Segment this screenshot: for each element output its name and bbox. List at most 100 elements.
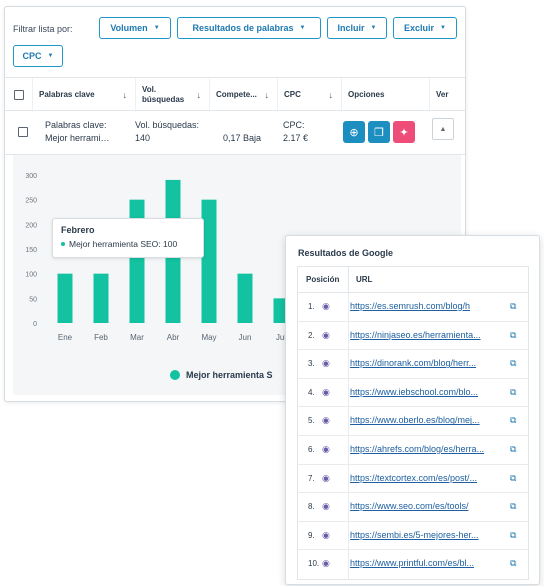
chevron-down-icon: ▼ <box>153 25 160 31</box>
col-competition[interactable]: Compete... ↓ <box>210 78 278 112</box>
select-all-checkbox[interactable] <box>13 90 24 100</box>
chevron-down-icon: ▼ <box>370 25 377 31</box>
col-volume[interactable]: Vol. búsquedas ↓ <box>136 78 210 112</box>
external-link-icon[interactable]: ⧉ <box>510 415 517 426</box>
legend-label: Mejor herramienta S <box>186 370 273 380</box>
external-link-icon[interactable]: ⧉ <box>510 301 517 311</box>
result-url-link[interactable]: https://textcortex.com/es/post/... <box>350 472 478 483</box>
copy-button[interactable]: ❐ <box>368 121 390 143</box>
external-link-icon[interactable]: ⧉ <box>510 386 517 397</box>
eye-icon[interactable]: ◉ <box>322 301 330 311</box>
eye-icon[interactable]: ◉ <box>322 529 330 540</box>
column-divider <box>348 267 349 293</box>
result-position: 9. <box>308 530 315 540</box>
y-tick-label: 50 <box>29 296 37 303</box>
eye-icon[interactable]: ◉ <box>322 443 330 454</box>
chart-bar[interactable] <box>273 298 289 323</box>
result-url-link[interactable]: https://dinorank.com/blog/herr... <box>350 358 477 369</box>
cpc-cell-label: CPC: <box>283 120 305 130</box>
cpc-cell-value: 2.17 € <box>283 133 309 143</box>
filter-resultados-label: Resultados de palabras <box>192 23 294 33</box>
eye-icon[interactable]: ◉ <box>322 558 330 569</box>
x-tick-label: Ene <box>58 333 73 342</box>
google-results-list: 1. ◉ https://es.semrush.com/blog/h ⧉ 2. ◉ http… <box>298 293 528 579</box>
google-results-table: Posición URL 1. ◉ https://es.semrush.com/b… <box>297 266 529 580</box>
eye-icon[interactable]: ◉ <box>322 329 330 340</box>
add-keyword-button[interactable]: ⊕ <box>343 121 365 143</box>
column-divider <box>348 350 349 378</box>
external-link-icon[interactable]: ⧉ <box>510 529 517 540</box>
filter-incluir-button[interactable]: Incluir ▼ <box>327 17 387 39</box>
filter-cpc-button[interactable]: CPC ▼ <box>13 45 63 67</box>
result-url-link[interactable]: https://www.printful.com/es/bl... <box>350 558 475 569</box>
col-cpc[interactable]: CPC ↓ <box>278 78 342 112</box>
eye-icon[interactable]: ◉ <box>322 501 330 512</box>
chart-bar[interactable] <box>237 273 253 323</box>
eye-icon[interactable]: ◉ <box>322 358 330 369</box>
chart-legend[interactable]: Mejor herramienta S <box>170 370 273 380</box>
result-position: 8. <box>308 502 315 512</box>
sort-arrow-icon: ↓ <box>264 90 270 100</box>
filter-cpc-label: CPC <box>22 51 42 61</box>
filter-excluir-button[interactable]: Excluir ▼ <box>393 17 457 39</box>
plus-circle-icon: ⊕ <box>349 126 359 139</box>
google-result-row: 10. ◉ https://www.printful.com/es/bl... ⧉ <box>298 550 528 579</box>
chart-bar[interactable] <box>93 273 109 323</box>
chart-bar[interactable] <box>201 199 217 323</box>
tooltip-text: Mejor herramienta SEO: 100 <box>69 239 178 249</box>
col-position-label: Posición <box>306 275 340 284</box>
tooltip-dot <box>61 242 65 246</box>
magic-button[interactable]: ✦ <box>393 121 415 143</box>
eye-icon[interactable]: ◉ <box>322 415 330 426</box>
collapse-button[interactable]: ▲ <box>432 118 454 140</box>
sparkle-icon: ✦ <box>399 126 409 139</box>
y-tick-label: 100 <box>25 272 37 279</box>
competition-cell: 0,17 Baja <box>223 132 261 145</box>
column-divider <box>348 550 349 579</box>
result-position: 2. <box>308 330 315 340</box>
result-url-link[interactable]: https://www.oberlo.es/blog/mej... <box>350 415 480 426</box>
volume-cell-label: Vol. búsquedas: <box>135 120 200 130</box>
google-result-row: 9. ◉ https://sembi.es/5-mejores-her... ⧉ <box>298 521 528 551</box>
eye-icon[interactable]: ◉ <box>322 386 330 397</box>
external-link-icon[interactable]: ⧉ <box>510 501 517 512</box>
external-link-icon[interactable]: ⧉ <box>510 329 517 340</box>
result-url-link[interactable]: https://es.semrush.com/blog/h <box>350 301 471 311</box>
chevron-down-icon: ▼ <box>299 25 306 31</box>
google-result-row: 1. ◉ https://es.semrush.com/blog/h ⧉ <box>298 293 528 322</box>
result-url-link[interactable]: https://ahrefs.com/blog/es/herra... <box>350 443 485 454</box>
filter-volumen-button[interactable]: Volumen ▼ <box>99 17 171 39</box>
filter-label: Filtrar lista por: <box>13 24 73 34</box>
y-tick-label: 300 <box>25 173 37 180</box>
y-tick-label: 250 <box>25 198 37 205</box>
google-results-popup: Resultados de Google Posición URL 1. ◉ htt… <box>285 235 540 585</box>
col-ver-label: Ver <box>436 90 449 99</box>
google-result-row: 4. ◉ https://www.iebschool.com/blo... ⧉ <box>298 378 528 408</box>
keyword-cell-label: Palabras clave: <box>45 120 107 130</box>
external-link-icon[interactable]: ⧉ <box>510 558 517 569</box>
col-options-label: Opciones <box>348 90 385 99</box>
col-keyword[interactable]: Palabras clave ↓ <box>33 78 136 112</box>
chevron-down-icon: ▼ <box>440 25 446 31</box>
cpc-cell: CPC: 2.17 € <box>283 119 308 145</box>
sort-arrow-icon: ↓ <box>328 90 334 100</box>
google-result-row: 5. ◉ https://www.oberlo.es/blog/mej... ⧉ <box>298 407 528 436</box>
external-link-icon[interactable]: ⧉ <box>510 443 517 454</box>
chevron-down-icon: ▼ <box>47 53 54 59</box>
table-header: Palabras clave ↓ Vol. búsquedas ↓ Compet… <box>5 77 465 112</box>
column-divider <box>348 521 349 550</box>
result-url-link[interactable]: https://www.seo.com/es/tools/ <box>350 501 469 512</box>
bar-chart: 0 50 100 150 200 250 300 Ene Feb Mar Abr May Jun Jul <box>25 173 289 342</box>
row-checkbox[interactable] <box>18 127 28 137</box>
chart-tooltip: Febrero Mejor herramienta SEO: 100 <box>52 218 204 258</box>
eye-icon[interactable]: ◉ <box>322 472 330 483</box>
result-url-link[interactable]: https://www.iebschool.com/blo... <box>350 386 479 397</box>
chart-bar[interactable] <box>57 273 73 323</box>
external-link-icon[interactable]: ⧉ <box>510 358 517 369</box>
external-link-icon[interactable]: ⧉ <box>510 472 517 483</box>
filter-volumen-label: Volumen <box>110 23 148 33</box>
result-url-link[interactable]: https://ninjaseo.es/herramienta... <box>350 329 481 340</box>
filter-resultados-button[interactable]: Resultados de palabras ▼ <box>177 17 321 39</box>
google-result-row: 3. ◉ https://dinorank.com/blog/herr... ⧉ <box>298 350 528 379</box>
result-url-link[interactable]: https://sembi.es/5-mejores-her... <box>350 529 479 540</box>
